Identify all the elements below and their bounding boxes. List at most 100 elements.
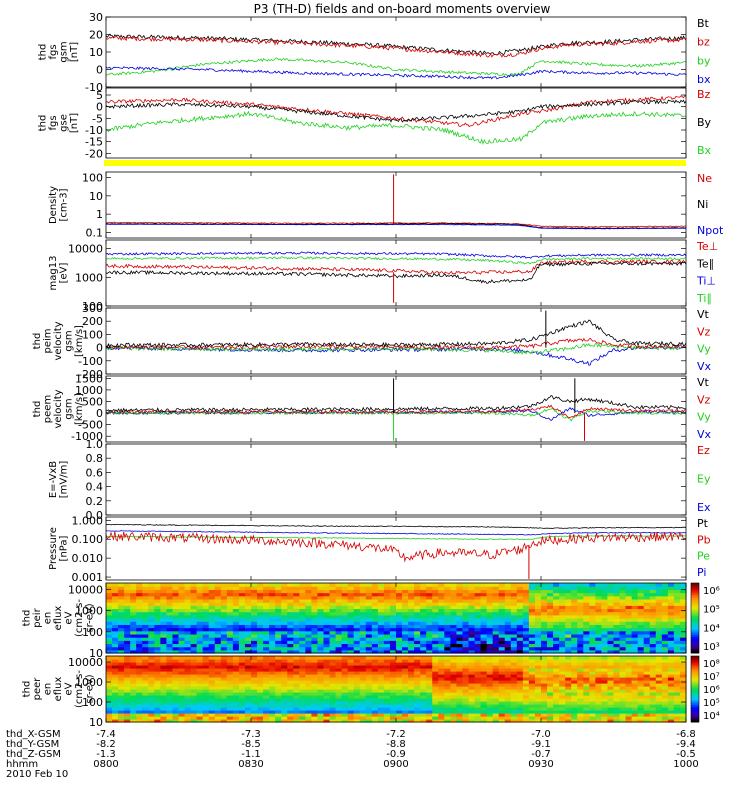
spectrogram-cell — [565, 624, 572, 629]
ephemeris-value: -1.1 — [241, 749, 261, 760]
spectrogram-cell — [160, 627, 168, 632]
spectrogram-cell — [504, 668, 512, 672]
spectrogram-cell — [329, 713, 337, 717]
spectrogram-cell — [142, 621, 149, 625]
spectrogram-cell — [383, 614, 391, 619]
spectrogram-cell — [528, 608, 536, 613]
spectrogram-cell — [637, 665, 645, 669]
spectrogram-cell — [631, 710, 639, 714]
spectrogram-cell — [196, 608, 204, 613]
spectrogram-cell — [377, 611, 385, 616]
spectrogram-cell — [281, 621, 288, 625]
spectrogram-cell — [371, 586, 379, 590]
ephemeris-value: 0830 — [238, 759, 263, 770]
spectrogram-cell — [577, 630, 584, 635]
spectrogram-cell — [238, 665, 246, 669]
spectrogram-cell — [232, 611, 240, 616]
spectrogram-cell — [565, 683, 572, 687]
spectrogram-cell — [244, 671, 252, 675]
spectrogram-cell — [637, 701, 645, 705]
spectrogram-cell — [637, 640, 645, 645]
spectrogram-cell — [293, 630, 300, 635]
spectrogram-cell — [547, 624, 554, 629]
spectrogram-cell — [148, 662, 155, 666]
spectrogram-cell — [244, 656, 252, 660]
spectrogram-cell — [365, 674, 373, 678]
spectrogram-cell — [559, 716, 566, 720]
spectrogram-cell — [190, 583, 198, 587]
spectrogram-cell — [112, 640, 119, 645]
figure-title: P3 (TH-D) fields and on-board moments ov… — [254, 2, 551, 16]
spectrogram-cell — [383, 633, 391, 638]
spectrogram-cell — [154, 707, 161, 711]
spectrogram-cell — [202, 605, 210, 610]
spectrogram-cell — [396, 592, 403, 597]
spectrogram-cell — [299, 662, 306, 666]
spectrogram-cell — [305, 674, 313, 678]
spectrogram-cell — [534, 707, 542, 711]
spectrogram-cell — [510, 713, 518, 717]
spectrogram-cell — [432, 686, 439, 690]
spectrogram-cell — [432, 592, 439, 597]
spectrogram-cell — [172, 659, 180, 663]
spectrogram-cell — [275, 719, 282, 723]
spectrogram-cell — [474, 586, 482, 590]
spectrogram-cell — [287, 640, 294, 645]
spectrogram-cell — [583, 624, 590, 629]
spectrogram-cell — [547, 692, 554, 696]
spectrogram-cell — [299, 637, 306, 641]
spectrogram-cell — [480, 710, 488, 714]
spectrogram-cell — [402, 614, 409, 619]
spectrogram-cell — [130, 701, 137, 705]
spectrogram-cell — [335, 586, 343, 590]
spectrogram-cell — [275, 637, 282, 641]
spectrogram-cell — [154, 611, 161, 616]
spectrogram-cell — [625, 624, 633, 629]
spectrogram-cell — [396, 716, 403, 720]
spectrogram-cell — [160, 592, 168, 597]
spectrogram-cell — [613, 683, 621, 687]
spectrogram-cell — [190, 686, 198, 690]
spectrogram-cell — [251, 640, 258, 645]
spectrogram-cell — [341, 643, 349, 648]
legend-entry: Pe — [697, 550, 710, 563]
spectrogram-cell — [492, 674, 500, 678]
spectrogram-cell — [160, 689, 168, 693]
spectrogram-cell — [275, 627, 282, 632]
spectrogram-cell — [444, 637, 451, 641]
spectrogram-cell — [667, 701, 675, 705]
spectrogram-cell — [190, 633, 198, 638]
spectrogram-cell — [589, 701, 596, 705]
spectrogram-cell — [607, 637, 615, 641]
state-bar — [104, 160, 686, 166]
spectrogram-cell — [583, 621, 590, 625]
spectrogram-cell — [547, 674, 554, 678]
spectrogram-cell — [196, 627, 204, 632]
spectrogram-cell — [208, 586, 216, 590]
spectrogram-cell — [577, 668, 584, 672]
spectrogram-cell — [613, 605, 621, 610]
spectrogram-cell — [238, 589, 246, 594]
spectrogram-cell — [486, 608, 494, 613]
spectrogram-cell — [631, 683, 639, 687]
spectrogram-cell — [492, 695, 500, 699]
spectrogram-cell — [541, 583, 548, 587]
spectrogram-cell — [468, 692, 476, 696]
spectrogram-cell — [238, 621, 246, 625]
spectrogram-cell — [347, 649, 355, 654]
spectrogram-cell — [553, 716, 560, 720]
spectrogram-cell — [444, 680, 451, 684]
spectrogram-cell — [559, 608, 566, 613]
spectrogram-cell — [275, 689, 282, 693]
spectrogram-cell — [607, 589, 615, 594]
spectrogram-cell — [136, 716, 143, 720]
spectrogram-cell — [281, 589, 288, 594]
spectrogram-cell — [275, 646, 282, 651]
spectrogram-cell — [269, 627, 276, 632]
spectrogram-cell — [450, 662, 458, 666]
spectrogram-cell — [480, 598, 488, 603]
ephemeris-value: -6.8 — [676, 729, 696, 740]
spectrogram-cell — [299, 680, 306, 684]
spectrogram-cell — [432, 605, 439, 610]
spectrogram-cell — [106, 611, 113, 616]
